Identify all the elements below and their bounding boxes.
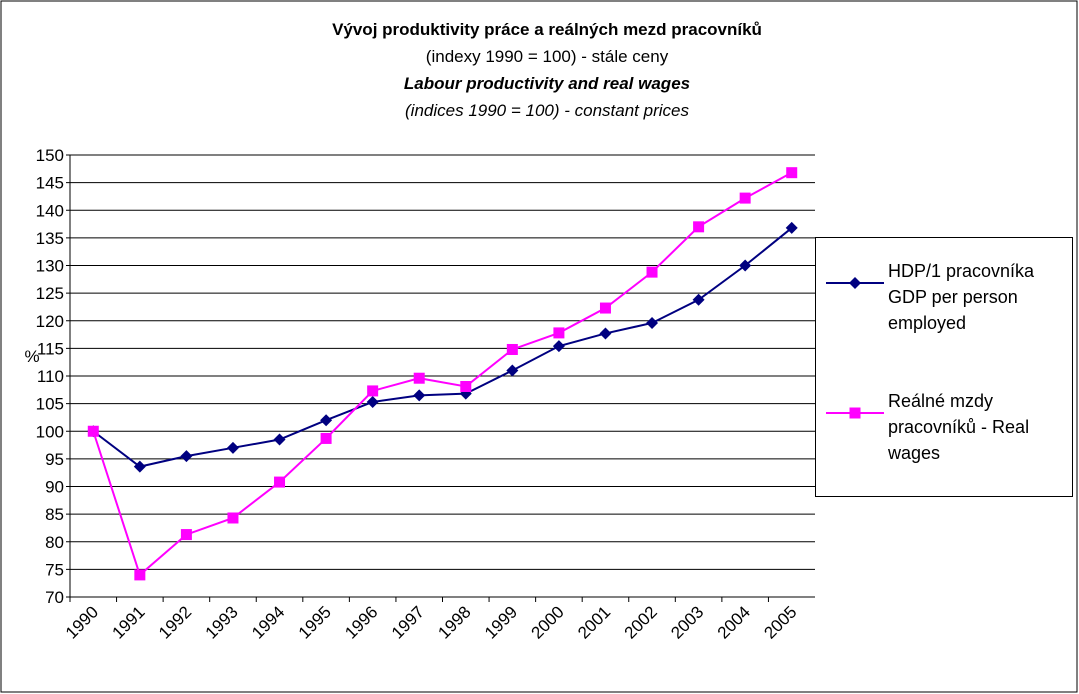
y-tick-label: 150 — [36, 146, 64, 165]
legend-label: HDP/1 pracovníka GDP per person employed — [888, 261, 1035, 333]
chart-title-en: Labour productivity and real wages — [404, 74, 690, 93]
y-tick-label: 135 — [36, 229, 64, 248]
data-point — [786, 167, 798, 179]
chart-subtitle-en: (indices 1990 = 100) - constant prices — [405, 101, 689, 120]
y-tick-label: 145 — [36, 174, 64, 193]
legend: HDP/1 pracovníka GDP per person employed… — [815, 237, 1073, 497]
y-tick-label: 85 — [45, 505, 64, 524]
data-point — [133, 460, 146, 473]
y-tick-label: 100 — [36, 422, 64, 441]
data-point — [506, 343, 518, 355]
data-point — [320, 432, 332, 444]
data-point — [134, 569, 146, 581]
data-point — [739, 259, 752, 272]
data-point — [599, 327, 612, 340]
series-line — [92, 171, 793, 577]
data-point — [413, 389, 426, 402]
chart-title: Vývoj produktivity práce a reálných mezd… — [332, 20, 762, 39]
y-tick-label: 120 — [36, 312, 64, 331]
data-point — [552, 340, 565, 353]
data-point — [274, 476, 286, 488]
data-point — [227, 512, 239, 524]
data-point — [599, 302, 611, 314]
y-tick-label: 90 — [45, 478, 64, 497]
data-point — [273, 433, 286, 446]
data-point — [226, 441, 239, 454]
data-point — [366, 395, 379, 408]
y-tick-label: 115 — [37, 339, 64, 358]
data-point — [739, 192, 751, 204]
data-point — [180, 450, 193, 463]
data-point — [87, 425, 99, 437]
legend-marker — [849, 277, 861, 289]
y-tick-label: 105 — [36, 395, 64, 414]
data-point — [460, 380, 472, 392]
legend-swatch — [826, 277, 884, 289]
data-point — [692, 293, 705, 306]
data-point — [646, 266, 658, 278]
legend-swatch — [826, 407, 884, 419]
data-point — [320, 414, 333, 427]
data-point — [367, 385, 379, 397]
legend-marker — [849, 407, 861, 419]
data-point — [693, 221, 705, 233]
y-tick-label: 130 — [36, 257, 64, 276]
data-point — [506, 364, 519, 377]
series-line — [92, 227, 793, 468]
y-tick-label: 80 — [45, 533, 64, 552]
data-point — [785, 221, 798, 234]
data-point — [180, 529, 192, 541]
data-point — [413, 372, 425, 384]
chart-subtitle: (indexy 1990 = 100) - stále ceny — [426, 47, 669, 66]
data-point — [646, 316, 659, 329]
y-tick-label: 125 — [36, 284, 64, 303]
data-point — [553, 327, 565, 339]
y-tick-label: 140 — [36, 201, 64, 220]
y-axis-label: % — [24, 347, 39, 366]
y-tick-label: 110 — [37, 367, 64, 386]
y-tick-label: 70 — [45, 588, 64, 607]
y-tick-label: 75 — [45, 560, 64, 579]
y-tick-label: 95 — [45, 450, 64, 469]
legend-label: Reálné mzdy pracovníků - Real wages — [888, 391, 1030, 463]
